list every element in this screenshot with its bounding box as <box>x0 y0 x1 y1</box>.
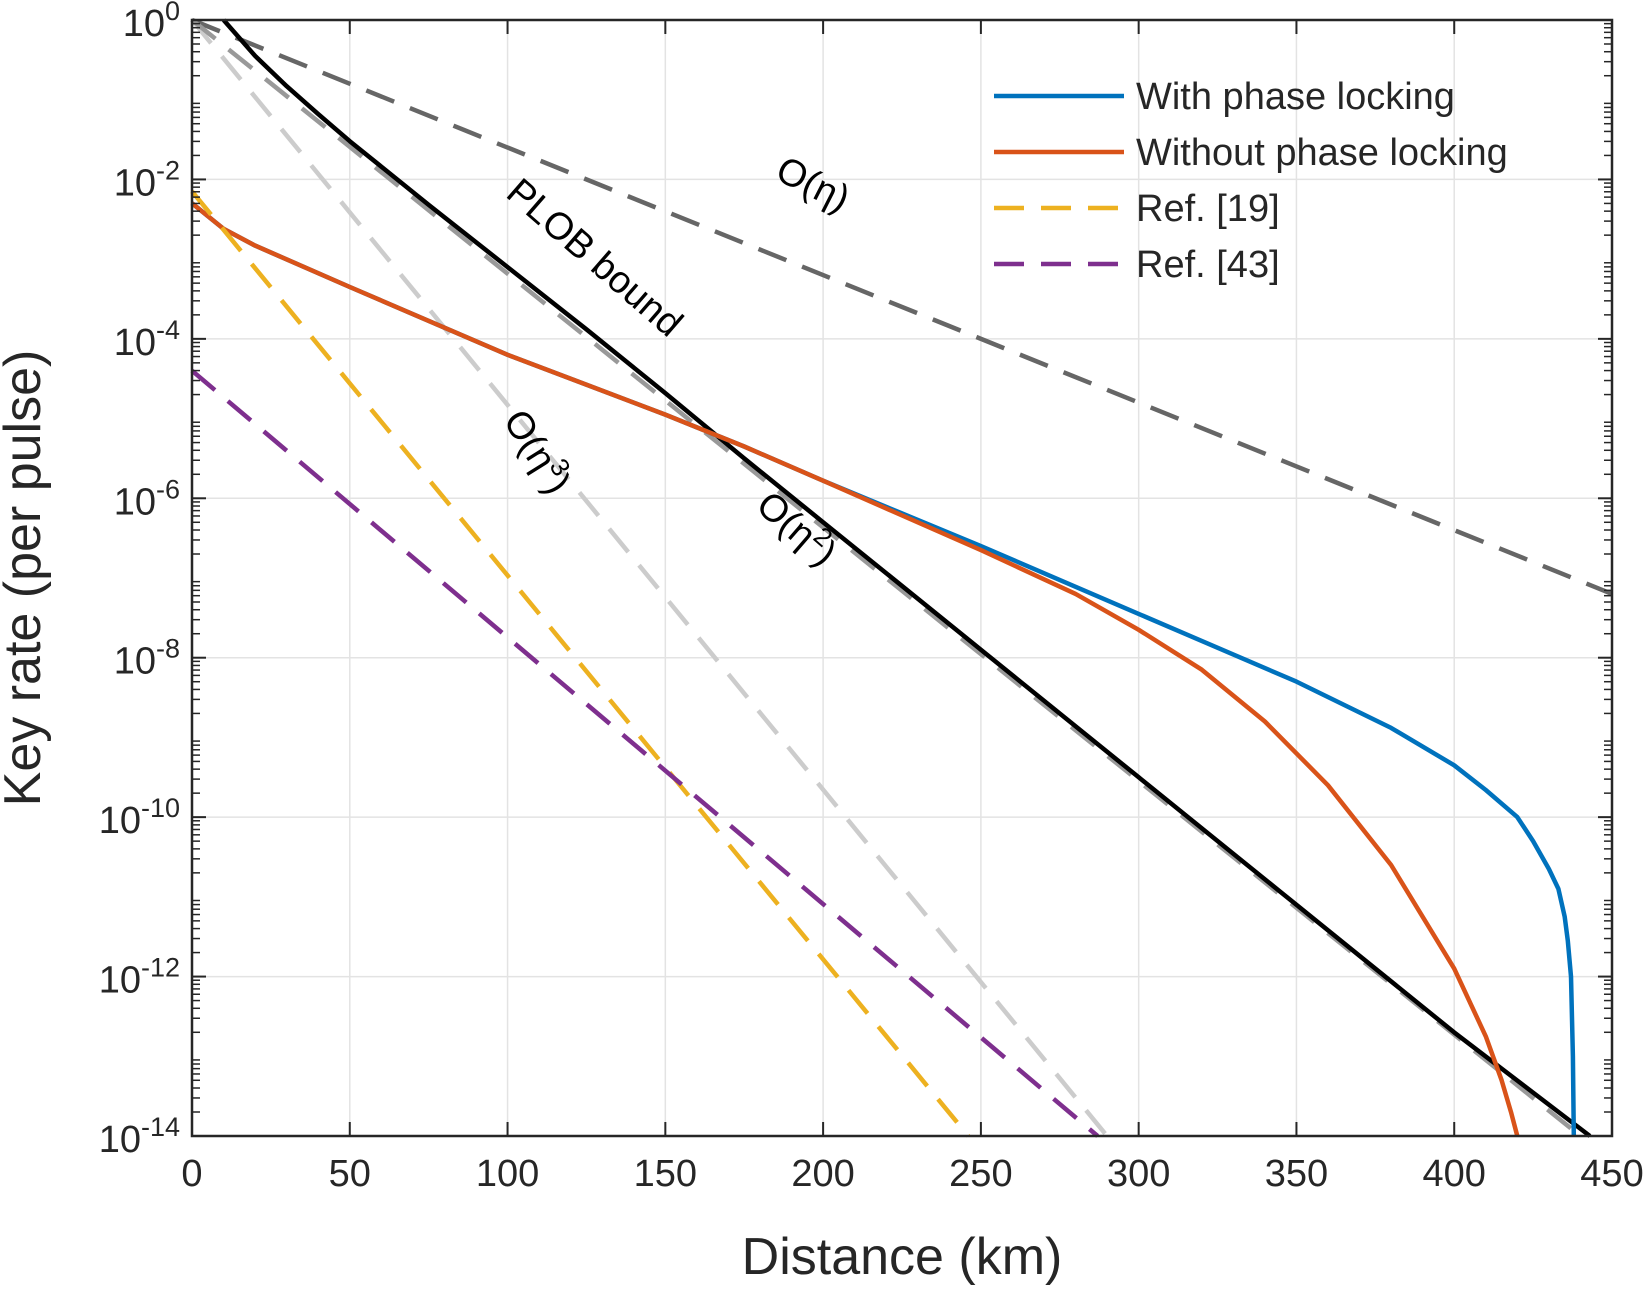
series-line-o-eta <box>191 17 1613 596</box>
y-tick-base: 10 <box>114 162 156 204</box>
major-ticks <box>191 19 1613 1137</box>
y-tick-label: 10-2 <box>114 155 180 204</box>
y-tick-label: 10-10 <box>99 793 180 842</box>
y-tick-label: 100 <box>123 0 180 45</box>
y-tick-exponent: -8 <box>156 634 180 664</box>
annotation-o-eta2: O(η2) <box>748 479 848 575</box>
x-tick-label: 400 <box>1423 1153 1486 1195</box>
x-tick-label: 100 <box>476 1153 539 1195</box>
y-tick-exponent: -12 <box>141 953 180 983</box>
x-axis-title: Distance (km) <box>742 1228 1063 1286</box>
y-tick-base: 10 <box>114 481 156 523</box>
series-line-ref19 <box>190 189 971 1138</box>
series-line-without-pl <box>190 201 1520 1137</box>
series-line-o-eta3 <box>190 18 1109 1138</box>
x-tick-label: 350 <box>1265 1153 1328 1195</box>
y-tick-exponent: -6 <box>156 474 180 504</box>
y-tick-base: 10 <box>114 322 156 364</box>
y-tick-base: 10 <box>114 641 156 683</box>
y-tick-exponent: -2 <box>156 155 180 185</box>
x-tick-labels: 0 50 100 150 200 250 300 350 400 450 <box>181 1153 1643 1195</box>
legend: With phase locking Without phase locking R… <box>994 76 1508 286</box>
legend-label-with-pl: With phase locking <box>1136 76 1455 118</box>
x-tick-label: 50 <box>329 1153 371 1195</box>
y-tick-base: 10 <box>123 3 165 45</box>
y-tick-label: 10-8 <box>114 634 180 683</box>
annotation-o-eta: O(η) <box>769 149 856 221</box>
y-axis-title: Key rate (per pulse) <box>0 350 52 807</box>
plot-frame <box>190 18 1614 1138</box>
x-tick-label: 300 <box>1107 1153 1170 1195</box>
series-line-with-pl <box>190 201 1577 1137</box>
x-tick-label: 200 <box>791 1153 854 1195</box>
y-tick-label: 10-12 <box>99 953 180 1002</box>
y-tick-exponent: -10 <box>141 793 180 823</box>
x-tick-label: 450 <box>1580 1153 1643 1195</box>
y-tick-exponent: 0 <box>165 0 180 26</box>
x-tick-label: 150 <box>634 1153 697 1195</box>
legend-label-without-pl: Without phase locking <box>1136 132 1508 174</box>
y-tick-exponent: -14 <box>141 1112 180 1142</box>
y-tick-base: 10 <box>99 960 141 1002</box>
x-tick-label: 250 <box>949 1153 1012 1195</box>
legend-label-ref19: Ref. [19] <box>1136 188 1280 230</box>
y-tick-exponent: -4 <box>156 315 180 345</box>
y-tick-base: 10 <box>99 800 141 842</box>
y-tick-base: 10 <box>99 1119 141 1161</box>
series-line-ref43 <box>190 368 1100 1138</box>
y-tick-label: 10-4 <box>114 315 180 364</box>
series-line-plob <box>221 18 1592 1138</box>
y-tick-label: 10-14 <box>99 1112 180 1161</box>
annotation-plob: PLOB bound <box>498 171 690 345</box>
y-tick-label: 10-6 <box>114 474 180 523</box>
series-lines <box>190 17 1613 1138</box>
legend-label-ref43: Ref. [43] <box>1136 244 1280 286</box>
x-tick-label: 0 <box>181 1153 202 1195</box>
minor-ticks <box>192 22 1612 1113</box>
